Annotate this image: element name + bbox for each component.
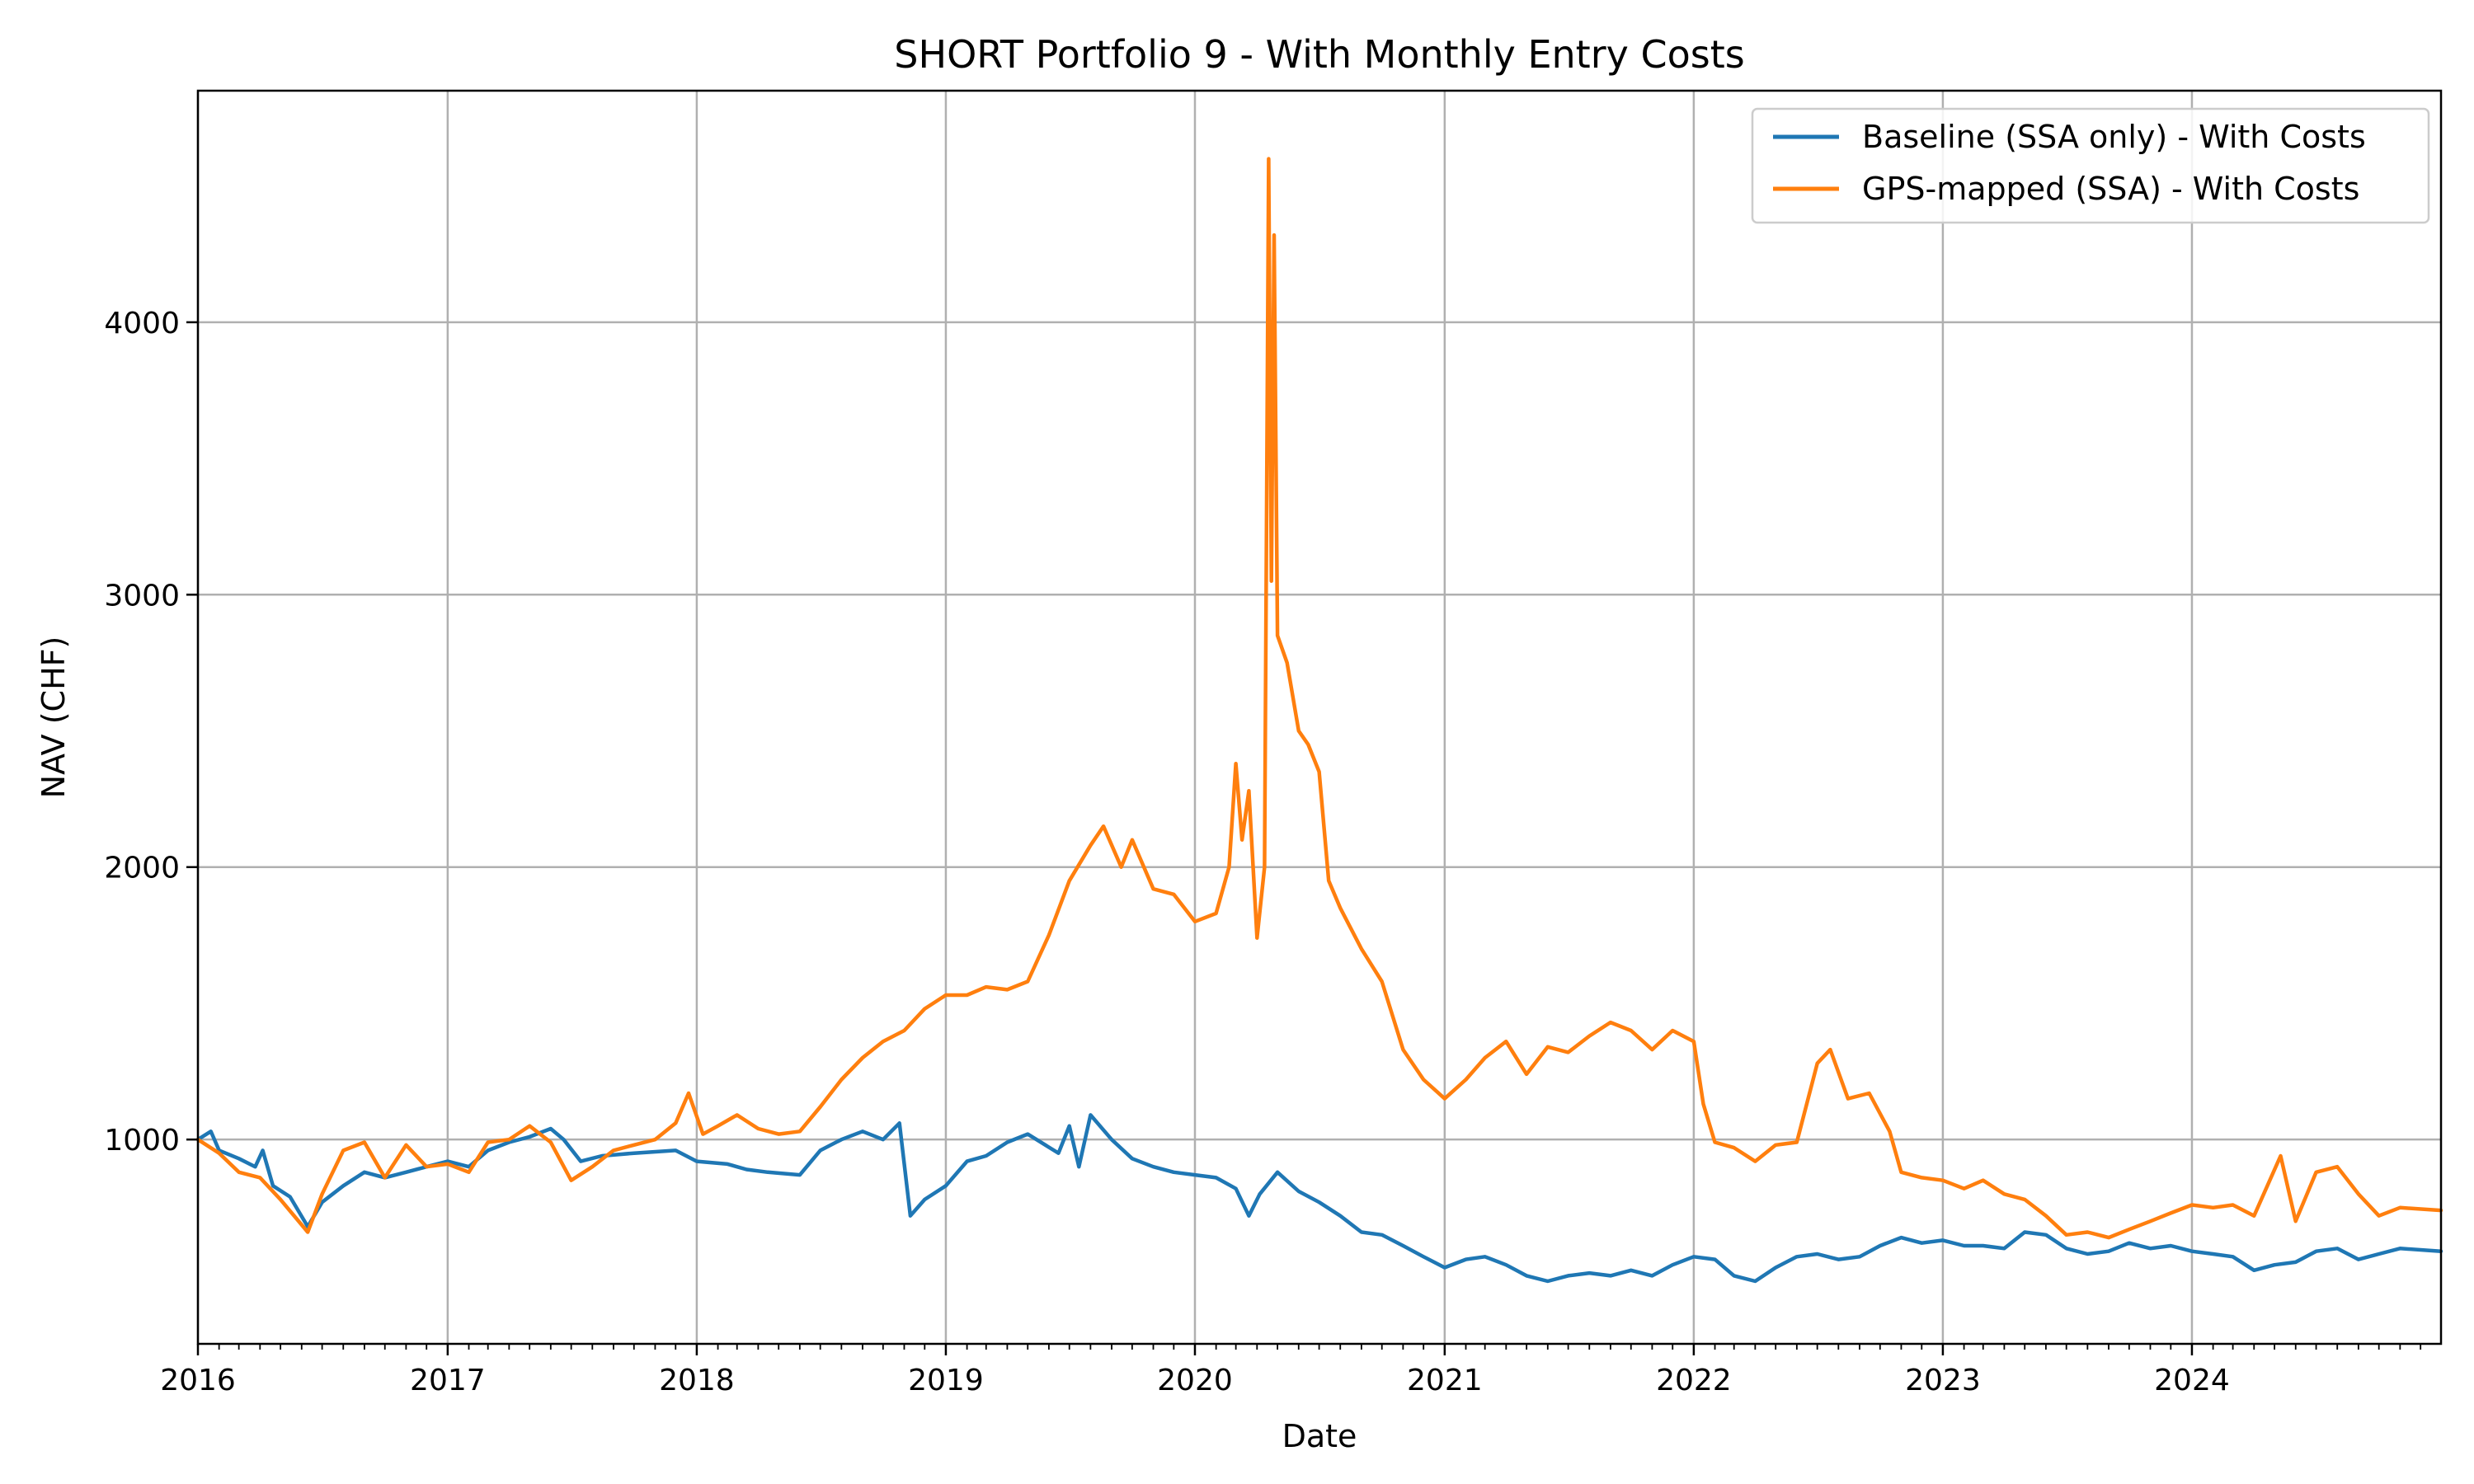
x-axis-label: Date [1282,1418,1357,1454]
x-axis: 2016 2017 2018 2019 2020 2021 2022 2023 2024 [160,1344,2422,1397]
x-tick-label: 2020 [1157,1364,1233,1397]
chart-title: SHORT Portfolio 9 - With Monthly Entry C… [894,32,1744,77]
legend-box [1751,107,2430,224]
x-tick-label: 2024 [2154,1364,2230,1397]
legend-label-gps: GPS-mapped (SSA) - With Costs [1862,171,2359,207]
x-tick-label: 2022 [1656,1364,1732,1397]
y-tick-label: 3000 [104,579,180,613]
x-tick-label: 2021 [1407,1364,1483,1397]
x-tick-label: 2017 [410,1364,486,1397]
y-axis-label: NAV (CHF) [35,636,72,799]
x-tick-label: 2019 [908,1364,984,1397]
y-tick-label: 1000 [104,1124,180,1158]
legend-label-baseline: Baseline (SSA only) - With Costs [1862,119,2366,155]
x-tick-label: 2016 [160,1364,236,1397]
grid [196,91,2441,1344]
y-axis: 1000 2000 3000 4000 [104,307,198,1158]
legend: Baseline (SSA only) - With Costs GPS-map… [1751,107,2430,224]
plot-frame [196,89,2443,1345]
series-line-1 [195,157,2443,1240]
y-tick-label: 4000 [104,307,180,340]
x-tick-label: 2023 [1905,1364,1981,1397]
y-tick-label: 2000 [104,852,180,885]
series-lines [195,157,2443,1284]
series-line-0 [195,1113,2443,1284]
x-tick-label: 2018 [659,1364,735,1397]
